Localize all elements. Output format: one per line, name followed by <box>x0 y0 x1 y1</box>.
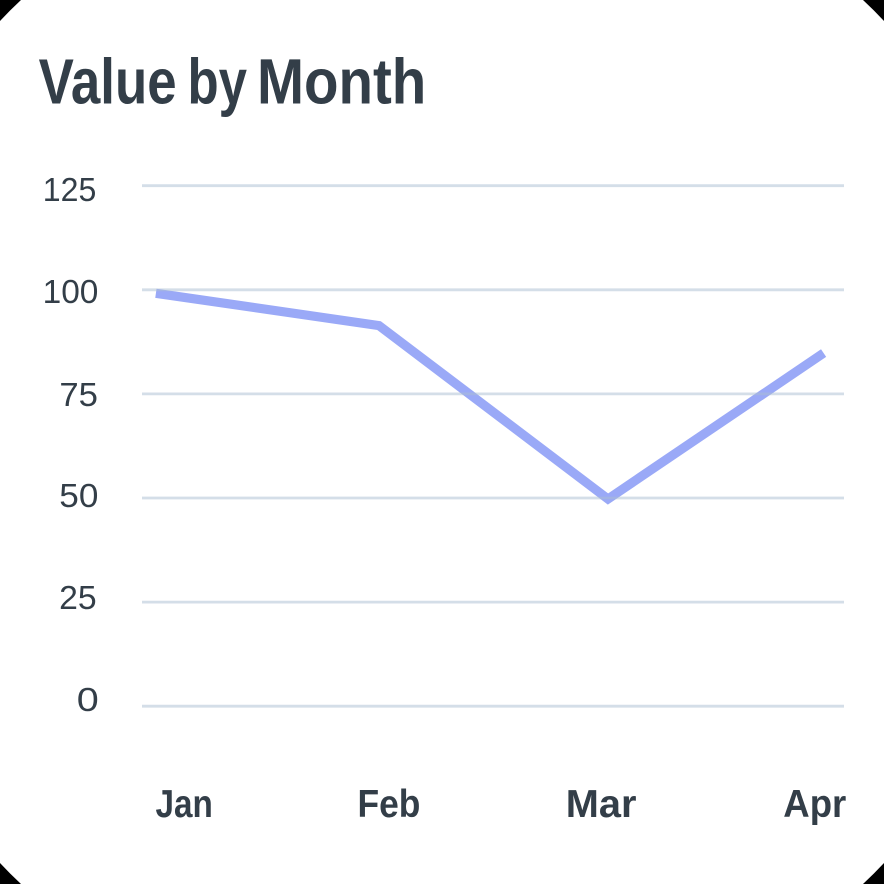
svg-text:25: 25 <box>59 579 97 616</box>
svg-text:Mar: Mar <box>566 783 637 826</box>
svg-text:Apr: Apr <box>783 783 846 826</box>
svg-text:125: 125 <box>43 171 97 208</box>
svg-text:Value: Value <box>39 45 177 117</box>
svg-text:75: 75 <box>59 376 98 413</box>
svg-text:by: by <box>188 45 248 117</box>
svg-text:Jan: Jan <box>156 783 213 826</box>
svg-text:Feb: Feb <box>358 783 421 826</box>
svg-text:50: 50 <box>59 477 98 514</box>
svg-text:Month: Month <box>257 45 426 117</box>
svg-text:0: 0 <box>77 681 99 718</box>
svg-text:100: 100 <box>43 273 99 310</box>
